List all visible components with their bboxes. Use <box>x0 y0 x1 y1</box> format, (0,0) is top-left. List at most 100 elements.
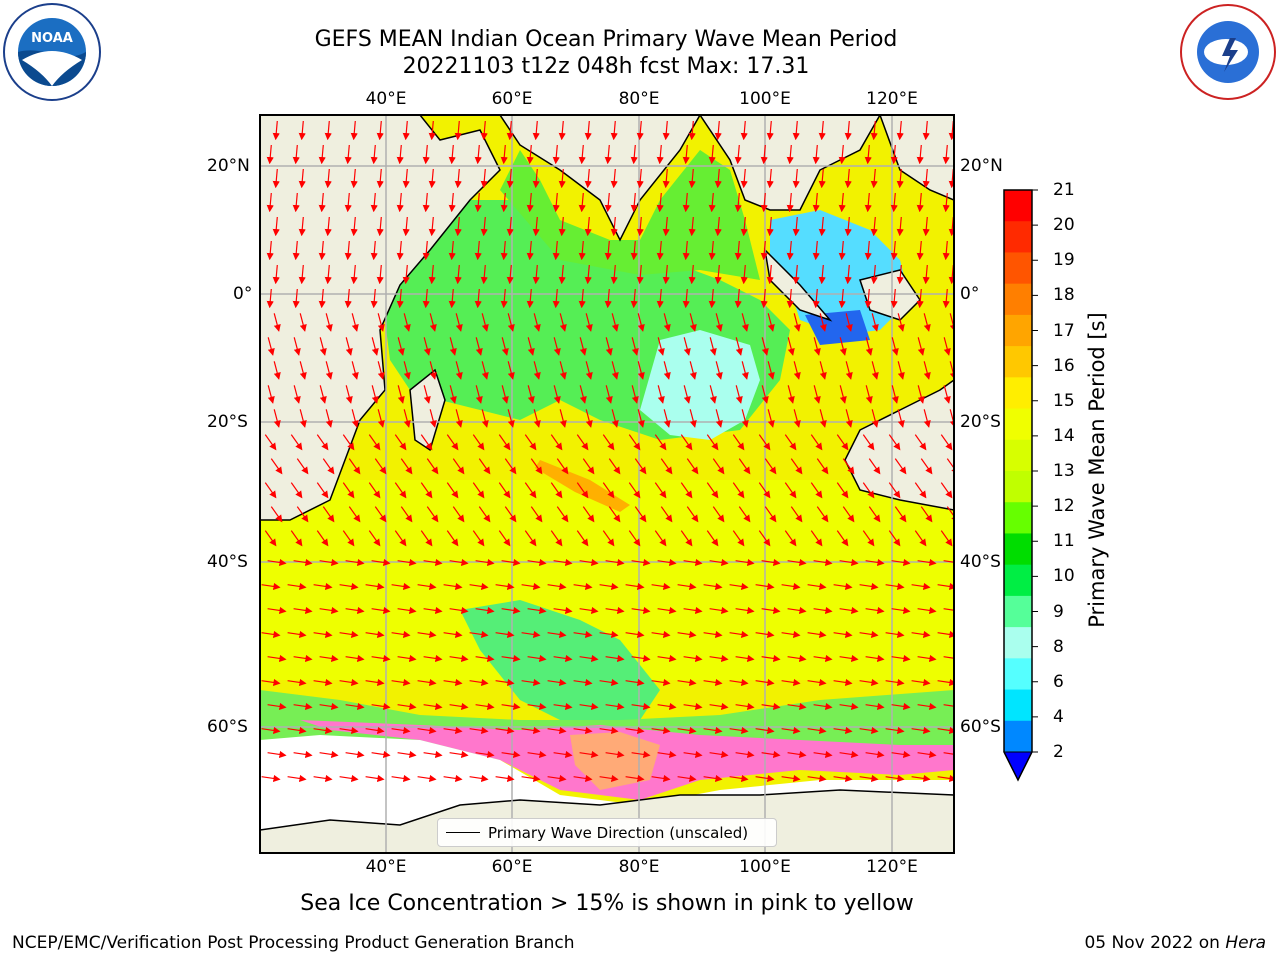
wave-arrow <box>500 192 508 213</box>
wave-arrow <box>871 313 879 332</box>
wave-arrow <box>547 630 567 638</box>
wave-direction-arrows <box>261 120 954 782</box>
wave-arrow <box>350 120 358 141</box>
wave-arrow <box>917 606 937 614</box>
wave-arrow <box>682 192 690 213</box>
wave-arrow <box>527 702 547 710</box>
wave-arrow <box>370 288 378 309</box>
wave-arrow <box>325 409 333 428</box>
wave-arrow <box>651 726 671 734</box>
wave-arrow <box>298 120 306 141</box>
wave-arrow <box>637 361 645 380</box>
wave-arrow <box>270 458 283 475</box>
wave-arrow <box>813 750 833 758</box>
wave-arrow <box>272 264 280 285</box>
wave-arrow <box>267 385 275 404</box>
wave-arrow <box>625 630 645 638</box>
wave-arrow <box>839 385 847 404</box>
wave-arrow <box>506 264 514 285</box>
colorbar-tick-label: 10 <box>1053 566 1075 587</box>
wave-arrow <box>760 240 768 261</box>
wave-arrow <box>272 120 280 141</box>
wave-arrow <box>267 606 287 614</box>
wave-arrow <box>449 606 469 614</box>
wave-arrow <box>547 726 567 734</box>
wave-arrow <box>584 168 592 189</box>
wave-arrow <box>660 506 673 523</box>
wave-arrow <box>786 192 794 213</box>
wave-arrow <box>942 144 950 165</box>
wave-arrow <box>454 264 462 285</box>
wave-arrow <box>469 726 489 734</box>
wave-arrow <box>495 582 515 590</box>
wave-arrow <box>318 192 326 213</box>
wave-arrow <box>608 506 621 523</box>
map-frame <box>259 114 955 854</box>
wave-arrow <box>553 337 561 356</box>
wave-arrow <box>868 458 881 475</box>
wave-arrow <box>423 606 443 614</box>
wave-arrow <box>446 482 459 499</box>
wave-arrow <box>729 582 749 590</box>
wave-arrow <box>651 630 671 638</box>
colorbar-tick-label: 12 <box>1053 496 1075 517</box>
wave-arrow <box>443 582 463 590</box>
wave-arrow <box>792 264 800 285</box>
wave-arrow <box>943 337 951 356</box>
wave-arrow <box>481 409 489 428</box>
wave-arrow <box>868 506 881 523</box>
wave-arrow <box>599 630 619 638</box>
footer-date-text: 05 Nov 2022 on <box>1084 933 1226 953</box>
wave-arrow <box>894 458 907 475</box>
wave-arrow <box>917 654 937 662</box>
wave-arrow <box>422 288 430 309</box>
wave-arrow <box>787 337 795 356</box>
wave-arrow <box>293 606 313 614</box>
wave-arrow <box>943 704 954 707</box>
wave-arrow <box>891 385 899 404</box>
wave-arrow <box>682 144 690 165</box>
wave-arrow <box>325 361 333 380</box>
wave-arrow <box>608 458 621 475</box>
colorbar-tick-label: 16 <box>1053 355 1075 376</box>
wave-arrow <box>391 678 411 686</box>
wave-arrow <box>506 168 514 189</box>
wave-arrow <box>377 361 385 380</box>
wave-arrow <box>266 144 274 165</box>
wave-arrow <box>455 313 463 332</box>
wave-arrow <box>374 458 387 475</box>
wave-arrow <box>423 337 431 356</box>
wave-arrow <box>351 313 359 332</box>
wave-arrow <box>735 606 755 614</box>
wave-arrow <box>428 120 436 141</box>
wave-arrow <box>781 630 801 638</box>
wave-arrow <box>859 726 879 734</box>
wave-arrow <box>261 582 281 590</box>
wave-arrow <box>712 458 725 475</box>
wave-arrow <box>651 678 671 686</box>
wave-arrow <box>734 192 742 213</box>
wave-arrow <box>345 654 365 662</box>
wave-arrow <box>807 630 827 638</box>
wave-arrow <box>838 240 846 261</box>
wave-arrow <box>345 606 365 614</box>
wave-arrow <box>604 192 612 213</box>
wave-arrow <box>526 288 534 309</box>
wave-arrow <box>342 530 355 547</box>
wave-arrow <box>813 337 821 356</box>
wave-arrow <box>677 774 697 782</box>
wave-arrow <box>454 168 462 189</box>
wave-arrow <box>290 482 303 499</box>
wave-arrow <box>949 361 954 380</box>
wave-arrow <box>324 168 332 189</box>
wave-arrow <box>735 385 743 404</box>
wave-arrow <box>267 702 287 710</box>
wave-arrow <box>949 409 954 428</box>
wave-arrow <box>267 654 287 662</box>
wave-arrow <box>735 558 755 566</box>
wave-arrow <box>709 654 729 662</box>
wave-arrow <box>267 558 287 566</box>
wave-arrow <box>818 120 826 141</box>
wave-arrow <box>573 582 593 590</box>
wave-arrow <box>345 750 365 758</box>
